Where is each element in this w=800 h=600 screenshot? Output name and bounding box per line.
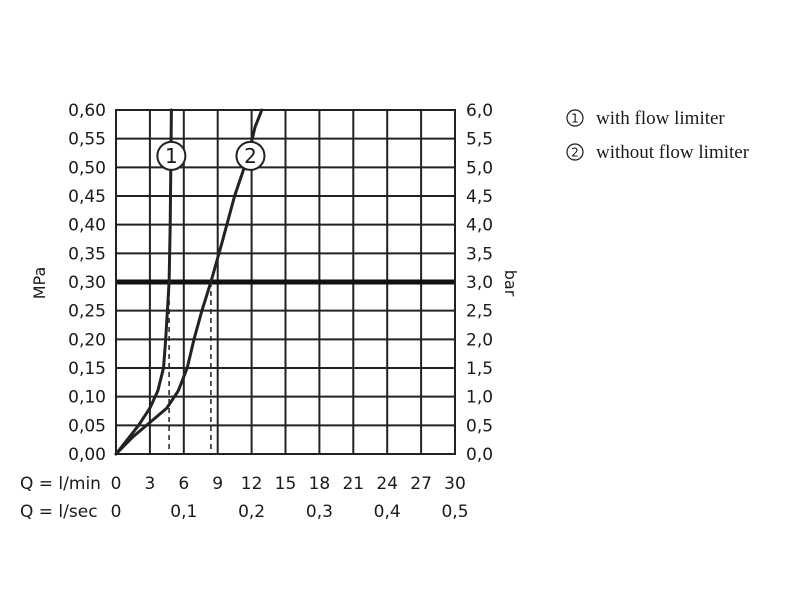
chart-dashed-guides: [168, 282, 212, 454]
x-lmin-tick-6: 18: [309, 474, 331, 494]
y-right-tick-12: 6,0: [466, 101, 493, 121]
y-left-tick-5: 0,25: [68, 302, 106, 322]
y-left-tick-1: 0,05: [68, 416, 106, 436]
x-lsec-tick-3: 0,3: [306, 502, 333, 522]
chart-legend: 1 with flow limiter 2 without flow limit…: [566, 108, 750, 163]
x-lmin-tick-7: 21: [342, 474, 364, 494]
y-right-tick-1: 0,5: [466, 416, 493, 436]
y-left-tick-7: 0,35: [68, 244, 106, 264]
y-left-tick-0: 0,00: [68, 445, 106, 465]
y-right-tick-4: 2,0: [466, 330, 493, 350]
y-right-axis-label: bar: [501, 270, 520, 297]
y-right-tick-5: 2,5: [466, 302, 493, 322]
y-left-tick-labels: 0,00 0,05 0,10 0,15 0,20 0,25 0,30 0,35 0,40 0,45…: [68, 101, 106, 465]
x-lsec-tick-0: 0: [111, 502, 122, 522]
y-right-tick-3: 1,5: [466, 359, 493, 379]
x-lmin-tick-10: 30: [444, 474, 466, 494]
y-left-tick-6: 0,30: [68, 273, 106, 293]
y-left-tick-12: 0,60: [68, 101, 106, 121]
legend-item-with-flow-limiter: 1 with flow limiter: [566, 108, 725, 129]
y-left-axis-label: MPa: [30, 267, 49, 300]
legend-marker-2: [566, 143, 584, 161]
x-lsec-axis-label: Q = l/sec: [20, 502, 98, 522]
series-marker-2: [235, 140, 266, 171]
chart-frame: [115, 109, 456, 455]
legend-marker-2-num: 2: [571, 146, 579, 160]
x-lsec-tick-2: 0,2: [238, 502, 265, 522]
plot-frame: [115, 109, 456, 455]
x-lmin-tick-1: 3: [144, 474, 155, 494]
x-lsec-tick-1: 0,1: [170, 502, 197, 522]
legend-item-without-flow-limiter: 2 without flow limiter: [566, 142, 750, 163]
x-lmin-tick-4: 12: [241, 474, 263, 494]
x-lmin-tick-3: 9: [212, 474, 223, 494]
x-lsec-tick-4: 0,4: [374, 502, 401, 522]
legend-marker-1: [566, 109, 584, 127]
y-right-tick-6: 3,0: [466, 273, 493, 293]
x-lmin-tick-labels: 0 3 6 9 12 15 18 21 24 27 30: [111, 474, 466, 494]
y-left-tick-11: 0,55: [68, 130, 106, 150]
x-lmin-axis-label: Q = l/min: [20, 474, 101, 494]
x-lmin-tick-8: 24: [376, 474, 398, 494]
x-lsec-tick-5: 0,5: [441, 502, 468, 522]
y-left-tick-9: 0,45: [68, 187, 106, 207]
y-left-tick-10: 0,50: [68, 158, 106, 178]
x-lsec-tick-labels: 0 0,1 0,2 0,3 0,4 0,5: [111, 502, 469, 522]
series-marker-1-num: 1: [165, 144, 178, 168]
y-right-tick-2: 1,0: [466, 388, 493, 408]
y-right-tick-7: 3,5: [466, 244, 493, 264]
y-right-tick-9: 4,5: [466, 187, 493, 207]
y-left-tick-2: 0,10: [68, 388, 106, 408]
x-lmin-tick-5: 15: [275, 474, 297, 494]
series-marker-1: [156, 140, 187, 171]
x-lmin-tick-9: 27: [410, 474, 432, 494]
y-right-tick-10: 5,0: [466, 158, 493, 178]
legend-marker-1-num: 1: [571, 112, 579, 126]
legend-label-2: without flow limiter: [596, 142, 750, 163]
y-left-tick-3: 0,15: [68, 359, 106, 379]
y-right-tick-8: 4,0: [466, 216, 493, 236]
x-lmin-tick-0: 0: [111, 474, 122, 494]
y-right-tick-labels: 0,0 0,5 1,0 1,5 2,0 2,5 3,0 3,5 4,0 4,5 5,0 5,5 6,0: [466, 101, 493, 465]
series-line-1: [114, 108, 173, 456]
y-right-tick-11: 5,5: [466, 130, 493, 150]
x-lmin-tick-2: 6: [178, 474, 189, 494]
legend-label-1: with flow limiter: [596, 108, 725, 129]
y-left-tick-4: 0,20: [68, 330, 106, 350]
y-right-tick-0: 0,0: [466, 445, 493, 465]
series-marker-2-num: 2: [244, 144, 257, 168]
y-left-tick-8: 0,40: [68, 216, 106, 236]
